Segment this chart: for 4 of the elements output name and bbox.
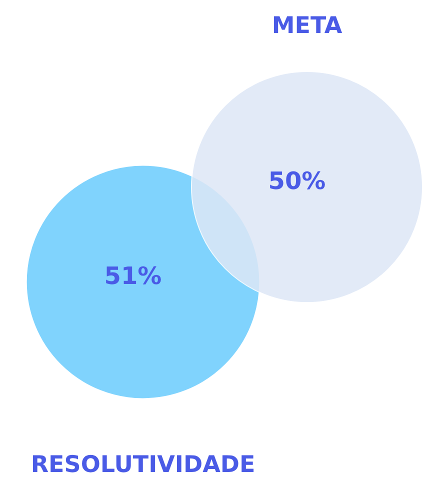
data-label: 51% — [104, 262, 162, 290]
category-label: META — [272, 13, 342, 39]
data-label: 50% — [268, 167, 326, 195]
category-label: RESOLUTIVIDADE — [30, 452, 256, 478]
